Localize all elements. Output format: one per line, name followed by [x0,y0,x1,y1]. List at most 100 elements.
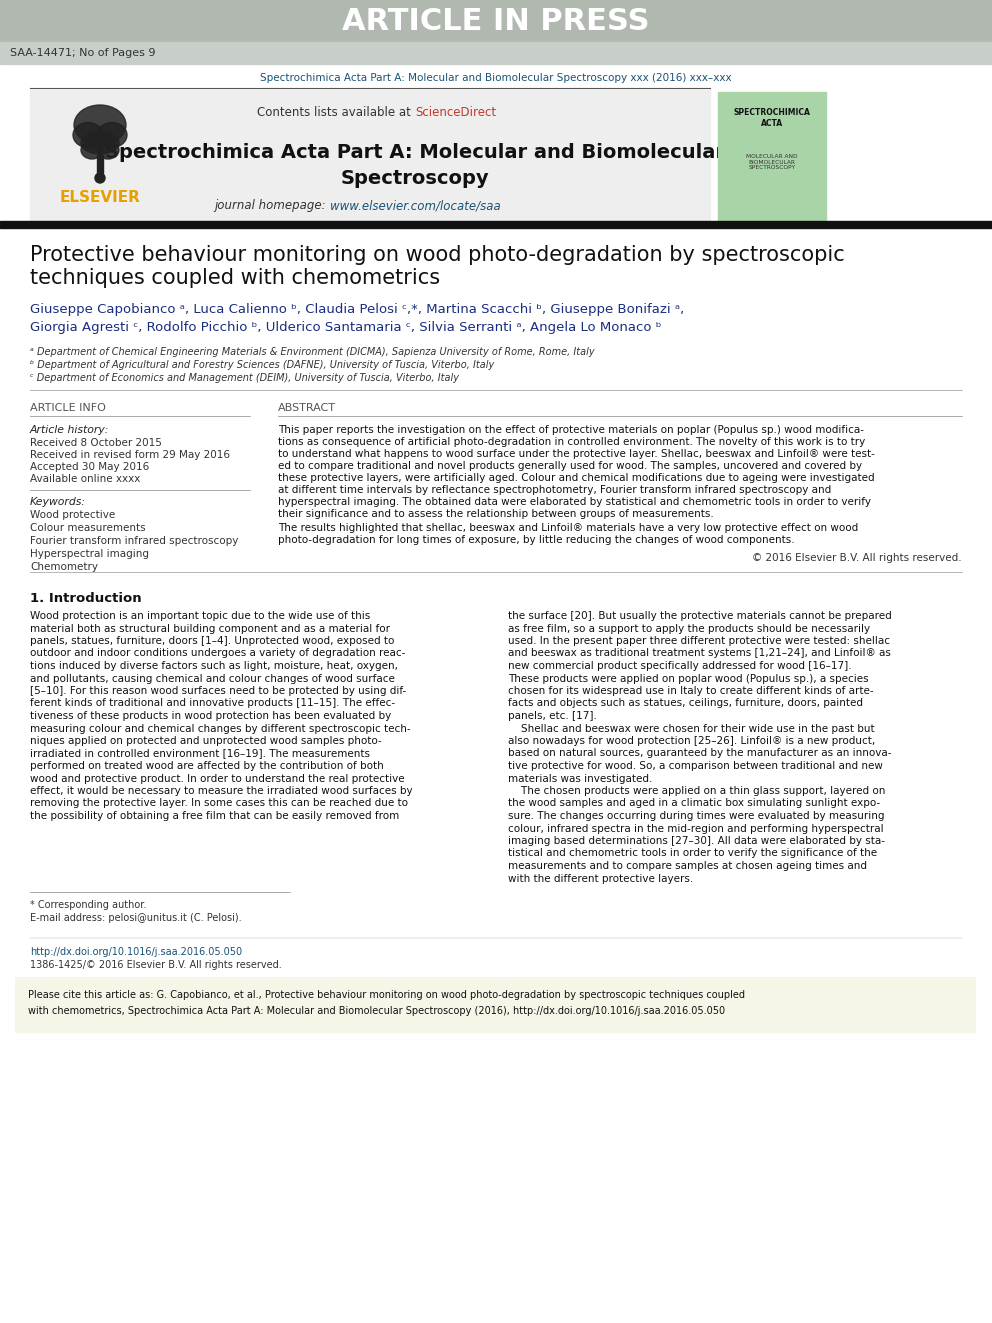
Text: Contents lists available at: Contents lists available at [257,106,415,119]
Text: the possibility of obtaining a free film that can be easily removed from: the possibility of obtaining a free film… [30,811,399,822]
Text: Spectroscopy: Spectroscopy [340,168,489,188]
Text: and beeswax as traditional treatment systems [1,21–24], and Linfoil® as: and beeswax as traditional treatment sys… [508,648,891,659]
Text: with chemometrics, Spectrochimica Acta Part A: Molecular and Biomolecular Spectr: with chemometrics, Spectrochimica Acta P… [28,1005,725,1016]
Text: ᶜ Department of Economics and Management (DEIM), University of Tuscia, Viterbo, : ᶜ Department of Economics and Management… [30,373,459,382]
Text: measurements and to compare samples at chosen ageing times and: measurements and to compare samples at c… [508,861,867,871]
Text: Spectrochimica Acta Part A: Molecular and Biomolecular Spectroscopy xxx (2016) x: Spectrochimica Acta Part A: Molecular an… [260,73,732,83]
Bar [97,155,103,173]
Ellipse shape [81,142,103,159]
Text: Please cite this article as: G. Capobianco, et al., Protective behaviour monitor: Please cite this article as: G. Capobian… [28,990,745,1000]
Text: SAA-14471; No of Pages 9: SAA-14471; No of Pages 9 [10,48,156,58]
Text: material both as structural building component and as a material for: material both as structural building com… [30,623,390,634]
Text: 1386-1425/© 2016 Elsevier B.V. All rights reserved.: 1386-1425/© 2016 Elsevier B.V. All right… [30,960,282,970]
Text: tions induced by diverse factors such as light, moisture, heat, oxygen,: tions induced by diverse factors such as… [30,662,398,671]
Text: tistical and chemometric tools in order to verify the significance of the: tistical and chemometric tools in order … [508,848,877,859]
Text: outdoor and indoor conditions undergoes a variety of degradation reac-: outdoor and indoor conditions undergoes … [30,648,406,659]
Text: effect, it would be necessary to measure the irradiated wood surfaces by: effect, it would be necessary to measure… [30,786,413,796]
Text: and pollutants, causing chemical and colour changes of wood surface: and pollutants, causing chemical and col… [30,673,395,684]
Text: 1. Introduction: 1. Introduction [30,591,142,605]
Text: with the different protective layers.: with the different protective layers. [508,873,693,884]
Text: these protective layers, were artificially aged. Colour and chemical modificatio: these protective layers, were artificial… [278,474,875,483]
Text: Chemometry: Chemometry [30,562,98,572]
Text: Hyperspectral imaging: Hyperspectral imaging [30,549,149,560]
Bar [0,221,992,228]
Text: ᵃ Department of Chemical Engineering Materials & Environment (DICMA), Sapienza U: ᵃ Department of Chemical Engineering Mat… [30,347,594,357]
Text: colour, infrared spectra in the mid-region and performing hyperspectral: colour, infrared spectra in the mid-regi… [508,823,884,833]
Ellipse shape [81,132,119,153]
Text: ARTICLE INFO: ARTICLE INFO [30,404,106,413]
Text: techniques coupled with chemometrics: techniques coupled with chemometrics [30,269,440,288]
Text: ferent kinds of traditional and innovative products [11–15]. The effec-: ferent kinds of traditional and innovati… [30,699,395,709]
Text: their significance and to assess the relationship between groups of measurements: their significance and to assess the rel… [278,509,714,519]
Text: imaging based determinations [27–30]. All data were elaborated by sta-: imaging based determinations [27–30]. Al… [508,836,885,845]
Text: SPECTROCHIMICA
ACTA: SPECTROCHIMICA ACTA [733,108,810,128]
Text: Fourier transform infrared spectroscopy: Fourier transform infrared spectroscopy [30,536,238,546]
Text: at different time intervals by reflectance spectrophotometry, Fourier transform : at different time intervals by reflectan… [278,486,831,495]
Text: Spectrochimica Acta Part A: Molecular and Biomolecular: Spectrochimica Acta Part A: Molecular an… [105,143,725,161]
Text: E-mail address: pelosi@unitus.it (C. Pelosi).: E-mail address: pelosi@unitus.it (C. Pel… [30,913,242,923]
Bar [30,90,710,225]
Text: measuring colour and chemical changes by different spectroscopic tech-: measuring colour and chemical changes by… [30,724,411,733]
Text: to understand what happens to wood surface under the protective layer. Shellac, : to understand what happens to wood surfa… [278,448,875,459]
Text: materials was investigated.: materials was investigated. [508,774,653,783]
Text: the surface [20]. But usually the protective materials cannot be prepared: the surface [20]. But usually the protec… [508,611,892,620]
Text: www.elsevier.com/locate/saa: www.elsevier.com/locate/saa [330,200,501,213]
Text: Wood protective: Wood protective [30,509,115,520]
Ellipse shape [97,142,119,159]
Text: Shellac and beeswax were chosen for their wide use in the past but: Shellac and beeswax were chosen for thei… [508,724,875,733]
Text: niques applied on protected and unprotected wood samples photo-: niques applied on protected and unprotec… [30,736,382,746]
Text: Giorgia Agresti ᶜ, Rodolfo Picchio ᵇ, Ulderico Santamaria ᶜ, Silvia Serranti ᵃ, : Giorgia Agresti ᶜ, Rodolfo Picchio ᵇ, Ul… [30,321,662,335]
Text: Wood protection is an important topic due to the wide use of this: Wood protection is an important topic du… [30,611,370,620]
Bar [0,42,992,64]
Text: tive protective for wood. So, a comparison between traditional and new: tive protective for wood. So, a comparis… [508,761,883,771]
Ellipse shape [74,105,126,146]
Text: panels, statues, furniture, doors [1–4]. Unprotected wood, exposed to: panels, statues, furniture, doors [1–4].… [30,636,395,646]
Text: © 2016 Elsevier B.V. All rights reserved.: © 2016 Elsevier B.V. All rights reserved… [752,553,962,564]
Text: ᵇ Department of Agricultural and Forestry Sciences (DAFNE), University of Tuscia: ᵇ Department of Agricultural and Forestr… [30,360,494,370]
Text: ScienceDirect: ScienceDirect [415,106,496,119]
Text: This paper reports the investigation on the effect of protective materials on po: This paper reports the investigation on … [278,425,864,435]
Text: also nowadays for wood protection [25–26]. Linfoil® is a new product,: also nowadays for wood protection [25–26… [508,736,875,746]
Text: performed on treated wood are affected by the contribution of both: performed on treated wood are affected b… [30,761,384,771]
Text: wood and protective product. In order to understand the real protective: wood and protective product. In order to… [30,774,405,783]
Text: http://dx.doi.org/10.1016/j.saa.2016.05.050: http://dx.doi.org/10.1016/j.saa.2016.05.… [30,947,242,957]
Text: Received in revised form 29 May 2016: Received in revised form 29 May 2016 [30,450,230,460]
Bar [718,93,826,224]
Text: panels, etc. [17].: panels, etc. [17]. [508,710,597,721]
Text: hyperspectral imaging. The obtained data were elaborated by statistical and chem: hyperspectral imaging. The obtained data… [278,497,871,507]
Ellipse shape [95,173,105,183]
Text: chosen for its widespread use in Italy to create different kinds of arte-: chosen for its widespread use in Italy t… [508,687,874,696]
Text: removing the protective layer. In some cases this can be reached due to: removing the protective layer. In some c… [30,799,408,808]
Text: Keywords:: Keywords: [30,497,86,507]
Text: [5–10]. For this reason wood surfaces need to be protected by using dif-: [5–10]. For this reason wood surfaces ne… [30,687,407,696]
Text: facts and objects such as statues, ceilings, furniture, doors, painted: facts and objects such as statues, ceili… [508,699,863,709]
Text: tiveness of these products in wood protection has been evaluated by: tiveness of these products in wood prote… [30,710,391,721]
Bar [0,0,992,42]
Text: the wood samples and aged in a climatic box simulating sunlight expo-: the wood samples and aged in a climatic … [508,799,880,808]
Text: journal homepage:: journal homepage: [214,200,330,213]
Bar [15,976,975,1032]
Text: used. In the present paper three different protective were tested: shellac: used. In the present paper three differe… [508,636,890,646]
Ellipse shape [73,123,103,147]
Text: Received 8 October 2015: Received 8 October 2015 [30,438,162,448]
Text: tions as consequence of artificial photo-degradation in controlled environment. : tions as consequence of artificial photo… [278,437,865,447]
Text: sure. The changes occurring during times were evaluated by measuring: sure. The changes occurring during times… [508,811,885,822]
Text: ed to compare traditional and novel products generally used for wood. The sample: ed to compare traditional and novel prod… [278,460,862,471]
Text: MOLECULAR AND
BIOMOLECULAR
SPECTROSCOPY: MOLECULAR AND BIOMOLECULAR SPECTROSCOPY [746,153,798,171]
Text: photo-degradation for long times of exposure, by little reducing the changes of : photo-degradation for long times of expo… [278,534,795,545]
Text: Accepted 30 May 2016: Accepted 30 May 2016 [30,462,149,472]
Text: ABSTRACT: ABSTRACT [278,404,336,413]
Text: irradiated in controlled environment [16–19]. The measurements: irradiated in controlled environment [16… [30,749,370,758]
Text: Protective behaviour monitoring on wood photo-degradation by spectroscopic: Protective behaviour monitoring on wood … [30,245,845,265]
Text: Article history:: Article history: [30,425,109,435]
Text: Giuseppe Capobianco ᵃ, Luca Calienno ᵇ, Claudia Pelosi ᶜ,*, Martina Scacchi ᵇ, G: Giuseppe Capobianco ᵃ, Luca Calienno ᵇ, … [30,303,684,316]
Text: Available online xxxx: Available online xxxx [30,474,141,484]
Text: * Corresponding author.: * Corresponding author. [30,900,147,910]
Text: The chosen products were applied on a thin glass support, layered on: The chosen products were applied on a th… [508,786,886,796]
Text: as free film, so a support to apply the products should be necessarily: as free film, so a support to apply the … [508,623,870,634]
Text: ELSEVIER: ELSEVIER [60,191,141,205]
Text: new commercial product specifically addressed for wood [16–17].: new commercial product specifically addr… [508,662,851,671]
Text: Colour measurements: Colour measurements [30,523,146,533]
Ellipse shape [97,123,127,147]
Text: ARTICLE IN PRESS: ARTICLE IN PRESS [342,7,650,36]
